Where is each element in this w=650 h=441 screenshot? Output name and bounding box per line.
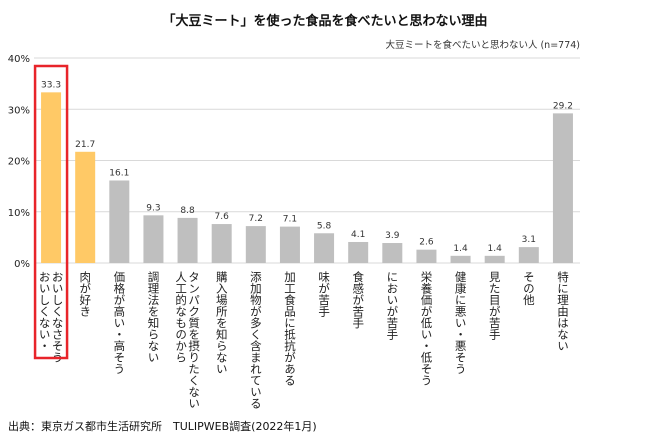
bar <box>279 226 300 263</box>
bar <box>41 92 62 264</box>
category-label: 味が苦手 <box>317 271 331 318</box>
bar-value-label: 4.1 <box>351 230 365 240</box>
chart-title: 「大豆ミート」を使った食品を食べたいと思わない理由 <box>162 14 488 29</box>
bar-value-label: 1.4 <box>488 244 503 254</box>
bar-value-label: 29.2 <box>553 101 573 111</box>
category-label: 食感が苦手 <box>351 270 365 329</box>
bar-value-label: 16.1 <box>109 168 129 178</box>
category-label: 健康に悪い・悪そう <box>454 271 468 375</box>
bar-value-label: 21.7 <box>75 140 95 150</box>
bar <box>75 151 96 263</box>
category-label: おいしくなさそう <box>51 271 65 363</box>
bar-value-label: 33.3 <box>41 80 61 90</box>
category-label: 肉が好き <box>78 271 92 317</box>
bar-value-label: 5.8 <box>317 221 332 231</box>
y-tick-label: 30% <box>8 105 30 116</box>
bar-value-label: 8.8 <box>180 206 195 216</box>
bar <box>143 215 164 263</box>
bar-value-label: 3.9 <box>385 231 400 241</box>
category-label: 購入場所を知らない <box>215 270 229 374</box>
bar <box>450 255 471 263</box>
source-note: 出典：東京ガス都市生活研究所 TULIPWEB調査(2022年1月) <box>8 420 317 433</box>
bar-value-label: 9.3 <box>146 203 160 213</box>
highlight-box <box>33 64 69 360</box>
category-label: 特に理由はない <box>556 270 570 351</box>
bar <box>211 224 232 263</box>
category-label: 添加物が多く含まれている <box>249 270 263 409</box>
legend-text: 大豆ミートを食べたいと思わない人 (n=774) <box>385 39 580 51</box>
bar-value-label: 1.4 <box>453 244 468 254</box>
category-label: 栄養価が低い・低そう <box>419 270 433 386</box>
category-label: においが苦手 <box>385 271 399 341</box>
category-label: 価格が高い・高そう <box>112 271 126 375</box>
category-label: おいしくない・ <box>38 271 52 352</box>
bar-value-label: 7.1 <box>283 215 297 225</box>
bar <box>109 180 130 263</box>
category-label: 調理法を知らない <box>146 270 160 363</box>
y-tick-label: 0% <box>14 259 30 270</box>
y-tick-label: 20% <box>8 157 30 168</box>
category-label: その他 <box>522 271 536 306</box>
category-label: 見た目が苦手 <box>488 271 502 341</box>
bar <box>177 217 198 263</box>
bar <box>416 249 437 263</box>
bar <box>552 113 573 263</box>
category-label: タンパク質を摂りたくない <box>187 271 201 409</box>
bar-value-label: 7.6 <box>215 212 230 222</box>
bar <box>314 233 335 263</box>
bar <box>518 247 539 263</box>
category-label: 人工的なものから <box>174 271 188 363</box>
bar-value-label: 2.6 <box>419 238 434 248</box>
bar <box>484 255 505 263</box>
category-label: 加工食品に抵抗がある <box>283 271 297 386</box>
bar <box>382 243 403 263</box>
y-tick-label: 40% <box>8 54 30 65</box>
y-tick-label: 10% <box>8 208 30 219</box>
bar-value-label: 7.2 <box>249 214 263 224</box>
bar <box>348 241 369 263</box>
bar-value-label: 3.1 <box>522 235 536 245</box>
bar <box>245 226 266 263</box>
